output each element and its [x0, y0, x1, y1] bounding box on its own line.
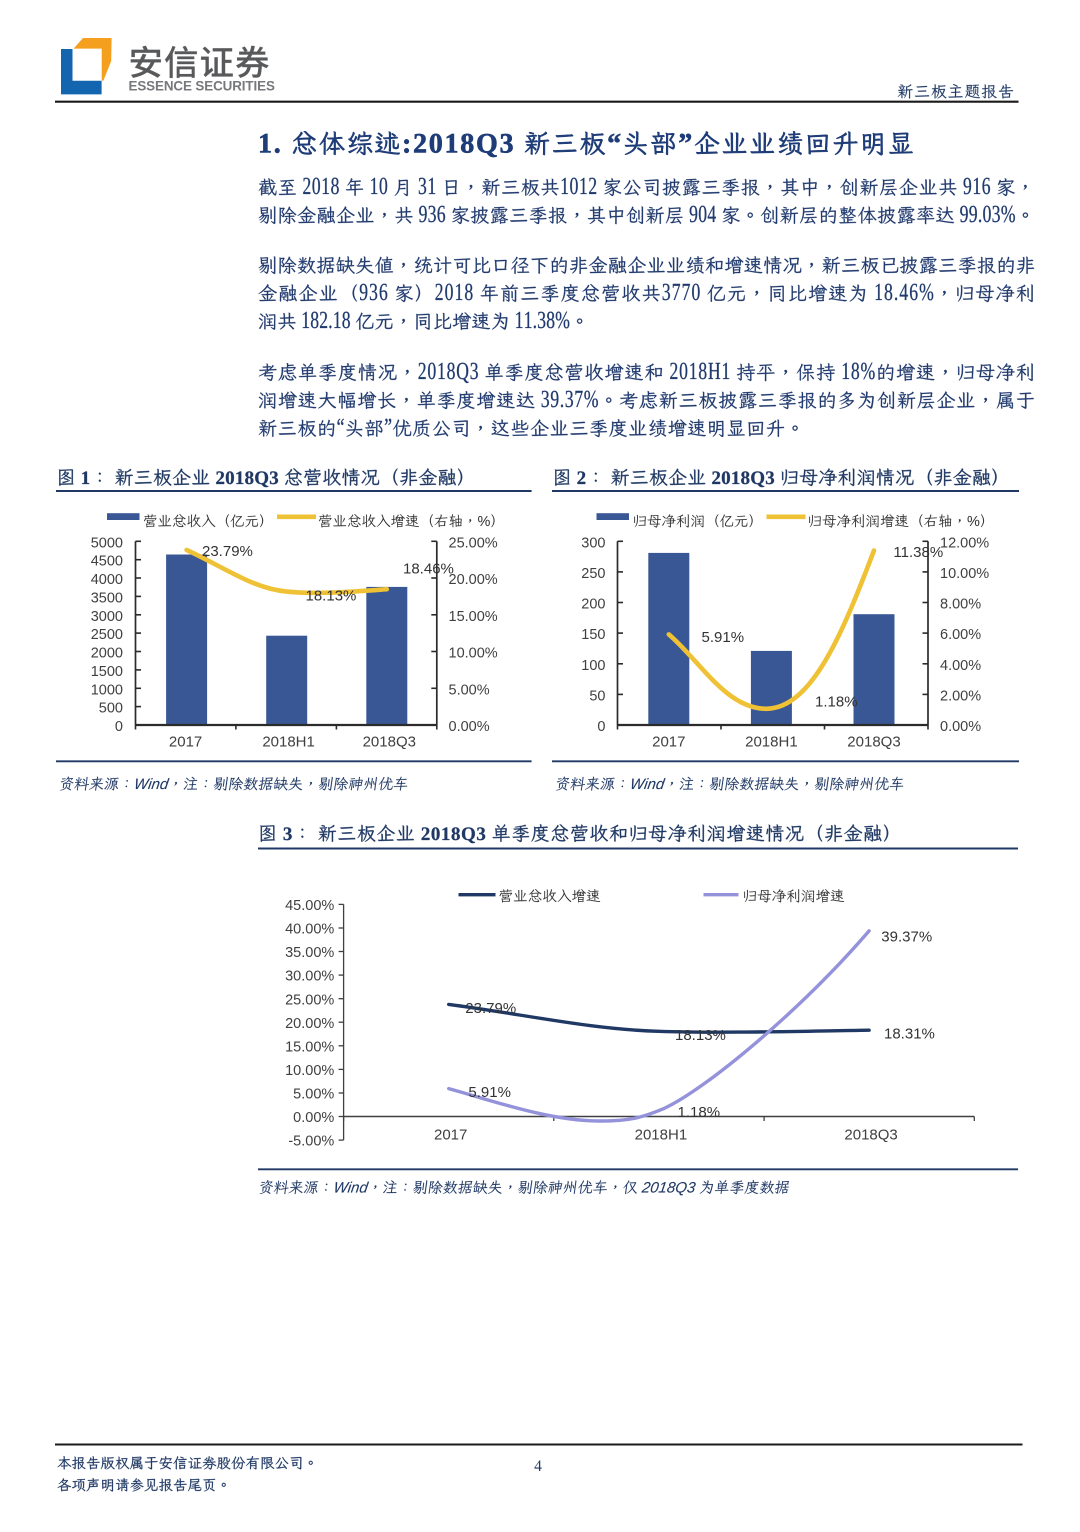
svg-text:-5.00%: -5.00%: [288, 1134, 334, 1150]
svg-text:2000: 2000: [91, 646, 123, 662]
svg-text:6.00%: 6.00%: [940, 627, 981, 643]
svg-text:8.00%: 8.00%: [940, 597, 981, 613]
svg-text:18.13%: 18.13%: [675, 1027, 726, 1044]
svg-text:10.00%: 10.00%: [285, 1063, 334, 1079]
svg-text:0: 0: [115, 719, 123, 735]
svg-text:18.46%: 18.46%: [403, 561, 454, 578]
svg-text:2017: 2017: [652, 734, 685, 751]
svg-text:20.00%: 20.00%: [449, 572, 498, 588]
svg-text:500: 500: [99, 701, 123, 717]
svg-text:300: 300: [581, 535, 605, 551]
svg-text:5.91%: 5.91%: [702, 629, 745, 646]
svg-text:4.00%: 4.00%: [940, 658, 981, 674]
svg-text:5.00%: 5.00%: [293, 1087, 334, 1103]
svg-text:11.38%: 11.38%: [893, 544, 943, 561]
svg-text:39.37%: 39.37%: [881, 929, 932, 946]
svg-text:ESSENCE SECURITIES: ESSENCE SECURITIES: [129, 79, 275, 94]
svg-text:3000: 3000: [91, 609, 123, 625]
svg-text:100: 100: [581, 658, 605, 674]
svg-text:2018Q3: 2018Q3: [847, 734, 900, 751]
svg-text:1500: 1500: [91, 664, 123, 680]
svg-text:1.18%: 1.18%: [678, 1104, 721, 1121]
svg-text:50: 50: [589, 688, 605, 704]
svg-text:5.91%: 5.91%: [468, 1084, 511, 1101]
svg-text:5000: 5000: [91, 535, 123, 551]
svg-text:15.00%: 15.00%: [449, 609, 498, 625]
svg-text:12.00%: 12.00%: [940, 535, 989, 551]
svg-text:23.79%: 23.79%: [465, 1000, 516, 1017]
svg-text:1.18%: 1.18%: [815, 694, 858, 711]
svg-text:4: 4: [534, 1458, 542, 1475]
svg-text:2018H1: 2018H1: [745, 734, 798, 751]
svg-text:35.00%: 35.00%: [285, 945, 334, 961]
svg-text:4000: 4000: [91, 572, 123, 588]
svg-text:0: 0: [597, 719, 605, 735]
svg-text:2018Q3: 2018Q3: [844, 1127, 897, 1144]
svg-text:2017: 2017: [169, 734, 202, 751]
svg-text:2017: 2017: [434, 1127, 467, 1144]
svg-text:0.00%: 0.00%: [293, 1110, 334, 1126]
svg-text:200: 200: [581, 597, 605, 613]
svg-text:3500: 3500: [91, 590, 123, 606]
svg-text:0.00%: 0.00%: [940, 719, 981, 735]
svg-text:23.79%: 23.79%: [202, 543, 253, 560]
svg-text:10.00%: 10.00%: [940, 566, 989, 582]
svg-text:2018H1: 2018H1: [262, 734, 315, 751]
svg-text:10.00%: 10.00%: [449, 646, 498, 662]
svg-text:150: 150: [581, 627, 605, 643]
svg-text:30.00%: 30.00%: [285, 969, 334, 985]
svg-text:18.13%: 18.13%: [306, 588, 357, 605]
svg-text:15.00%: 15.00%: [285, 1039, 334, 1055]
svg-text:2018H1: 2018H1: [635, 1127, 688, 1144]
svg-text:2500: 2500: [91, 627, 123, 643]
svg-text:1000: 1000: [91, 682, 123, 698]
svg-text:2.00%: 2.00%: [940, 688, 981, 704]
svg-text:2018Q3: 2018Q3: [363, 734, 416, 751]
svg-text:0.00%: 0.00%: [449, 719, 490, 735]
svg-text:20.00%: 20.00%: [285, 1016, 334, 1032]
svg-text:25.00%: 25.00%: [285, 992, 334, 1008]
svg-text:40.00%: 40.00%: [285, 922, 334, 938]
svg-text:45.00%: 45.00%: [285, 898, 334, 914]
svg-text:5.00%: 5.00%: [449, 682, 490, 698]
svg-text:250: 250: [581, 566, 605, 582]
svg-text:25.00%: 25.00%: [449, 535, 498, 551]
svg-text:18.31%: 18.31%: [884, 1026, 935, 1043]
svg-text:4500: 4500: [91, 554, 123, 570]
